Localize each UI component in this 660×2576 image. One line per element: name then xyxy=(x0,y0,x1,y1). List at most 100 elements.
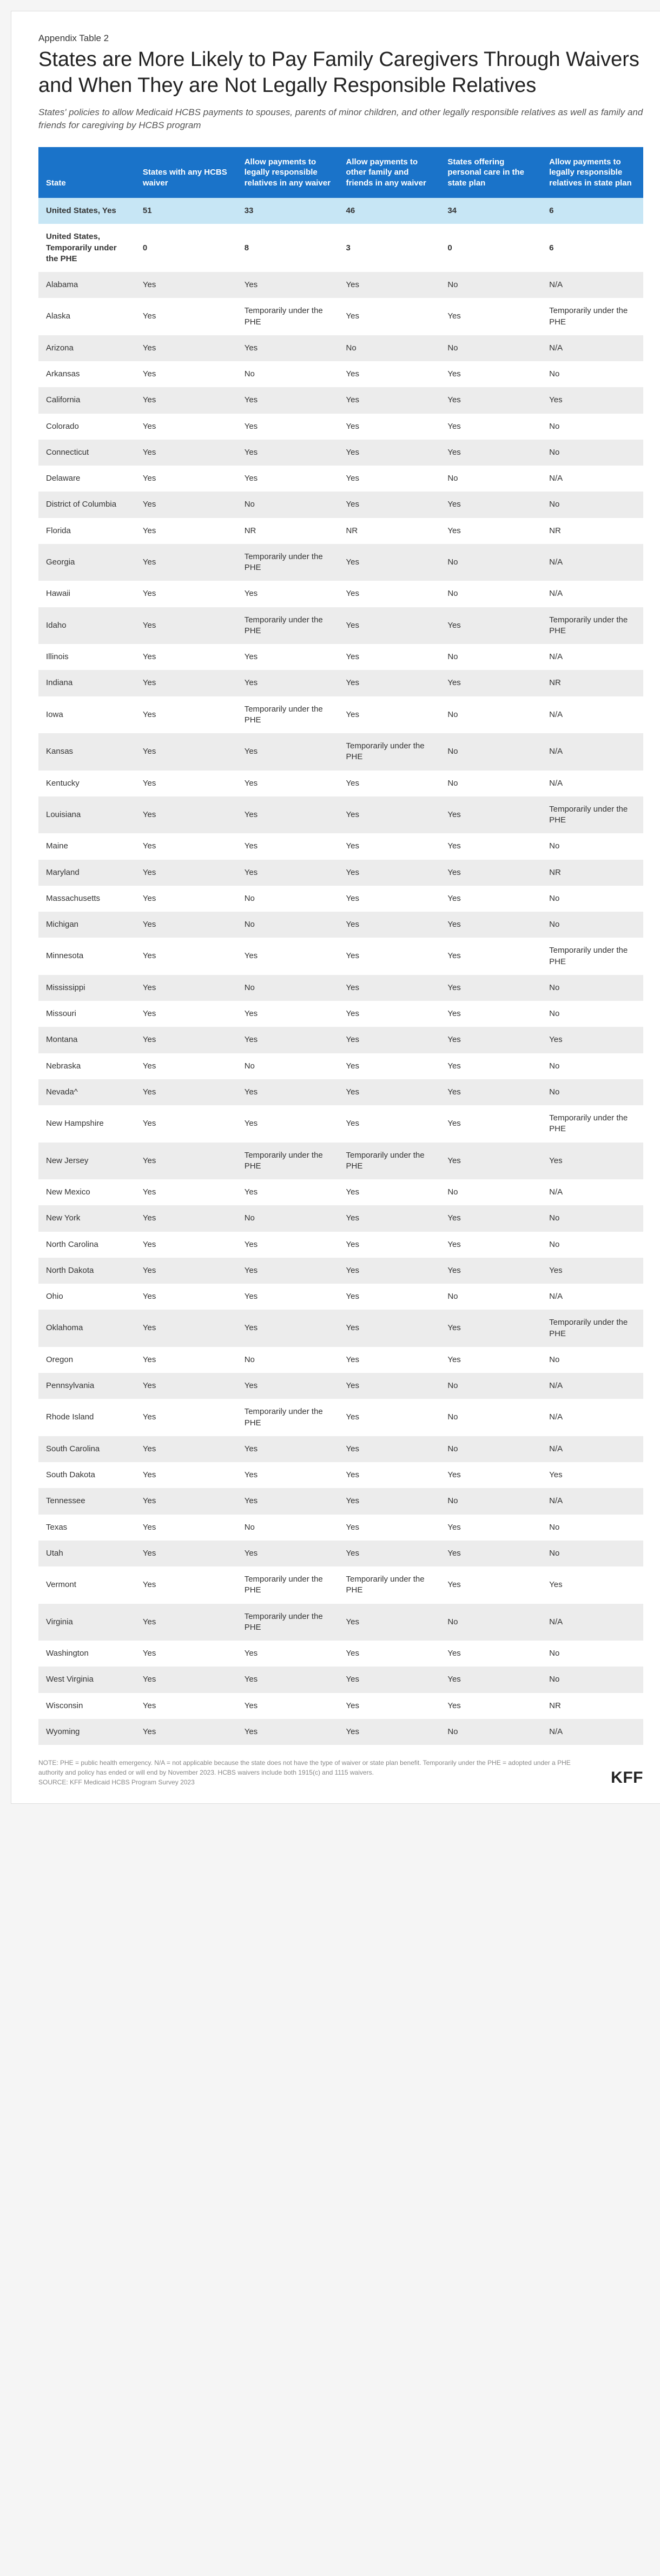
table-cell: Yes xyxy=(237,1641,339,1667)
table-cell: Alabama xyxy=(38,272,135,298)
table-cell: N/A xyxy=(542,1179,643,1205)
table-cell: Yes xyxy=(339,1693,440,1719)
table-cell: Louisiana xyxy=(38,796,135,834)
table-cell: No xyxy=(542,886,643,912)
table-cell: Yes xyxy=(339,670,440,696)
table-cell: 3 xyxy=(339,224,440,272)
table-cell: Yes xyxy=(339,1079,440,1105)
table-cell: Missouri xyxy=(38,1001,135,1027)
table-cell: Yes xyxy=(135,644,237,670)
table-cell: Yes xyxy=(135,581,237,607)
table-cell: N/A xyxy=(542,581,643,607)
table-cell: Yes xyxy=(440,387,542,413)
table-cell: Yes xyxy=(440,796,542,834)
table-row: New HampshireYesYesYesYesTemporarily und… xyxy=(38,1105,643,1143)
table-row: ArkansasYesNoYesYesNo xyxy=(38,361,643,387)
table-cell: Yes xyxy=(135,1205,237,1231)
table-cell: No xyxy=(440,1488,542,1514)
table-cell: Yes xyxy=(440,1143,542,1180)
table-row: FloridaYesNRNRYesNR xyxy=(38,518,643,544)
table-cell: No xyxy=(542,912,643,938)
table-cell: Yes xyxy=(237,1667,339,1692)
table-cell: Temporarily under the PHE xyxy=(339,1566,440,1604)
table-cell: No xyxy=(542,1641,643,1667)
table-cell: No xyxy=(542,1001,643,1027)
table-cell: Yes xyxy=(237,1719,339,1745)
table-cell: No xyxy=(440,335,542,361)
table-cell: NR xyxy=(542,860,643,886)
table-cell: Yes xyxy=(339,1258,440,1284)
table-cell: Yes xyxy=(135,607,237,645)
table-cell: Yes xyxy=(135,733,237,771)
table-row: Nevada^YesYesYesYesNo xyxy=(38,1079,643,1105)
table-row: VirginiaYesTemporarily under the PHEYesN… xyxy=(38,1604,643,1641)
column-header: States with any HCBS waiver xyxy=(135,147,237,198)
table-cell: No xyxy=(542,833,643,859)
table-row: IowaYesTemporarily under the PHEYesNoN/A xyxy=(38,696,643,734)
table-cell: Yes xyxy=(339,886,440,912)
table-cell: Yes xyxy=(339,860,440,886)
table-cell: Yes xyxy=(135,298,237,335)
table-cell: Yes xyxy=(135,1284,237,1310)
table-cell: Yes xyxy=(542,1027,643,1053)
table-cell: Yes xyxy=(339,440,440,466)
table-cell: Yes xyxy=(339,1053,440,1079)
table-cell: Temporarily under the PHE xyxy=(542,796,643,834)
table-cell: Yes xyxy=(440,1515,542,1541)
table-row: KentuckyYesYesYesNoN/A xyxy=(38,771,643,796)
table-cell: Yes xyxy=(237,1310,339,1347)
table-cell: Yes xyxy=(135,938,237,975)
table-cell: Michigan xyxy=(38,912,135,938)
table-row: New JerseyYesTemporarily under the PHETe… xyxy=(38,1143,643,1180)
table-cell: N/A xyxy=(542,696,643,734)
table-cell: Indiana xyxy=(38,670,135,696)
table-row: MinnesotaYesYesYesYesTemporarily under t… xyxy=(38,938,643,975)
table-cell: Yes xyxy=(440,1310,542,1347)
table-cell: Yes xyxy=(135,670,237,696)
table-cell: N/A xyxy=(542,1399,643,1436)
table-cell: No xyxy=(542,1667,643,1692)
table-cell: No xyxy=(237,1515,339,1541)
table-cell: Nevada^ xyxy=(38,1079,135,1105)
table-cell: 6 xyxy=(542,198,643,224)
table-row: WyomingYesYesYesNoN/A xyxy=(38,1719,643,1745)
table-cell: Connecticut xyxy=(38,440,135,466)
table-cell: N/A xyxy=(542,733,643,771)
table-cell: Yes xyxy=(440,1027,542,1053)
table-cell: North Dakota xyxy=(38,1258,135,1284)
table-cell: Yes xyxy=(339,1105,440,1143)
table-cell: Yes xyxy=(339,387,440,413)
table-cell: Yes xyxy=(339,796,440,834)
table-cell: Yes xyxy=(339,581,440,607)
table-cell: Colorado xyxy=(38,414,135,440)
table-cell: Yes xyxy=(542,387,643,413)
table-cell: Yes xyxy=(440,1541,542,1566)
table-cell: Yes xyxy=(339,492,440,517)
table-cell: District of Columbia xyxy=(38,492,135,517)
table-cell: Yes xyxy=(237,466,339,492)
table-cell: Yes xyxy=(440,670,542,696)
table-cell: No xyxy=(542,1541,643,1566)
table-cell: South Carolina xyxy=(38,1436,135,1462)
table-cell: Yes xyxy=(339,1232,440,1258)
table-cell: Yes xyxy=(237,387,339,413)
table-row: MaineYesYesYesYesNo xyxy=(38,833,643,859)
header-row: StateStates with any HCBS waiverAllow pa… xyxy=(38,147,643,198)
table-cell: Yes xyxy=(135,1001,237,1027)
table-row: UtahYesYesYesYesNo xyxy=(38,1541,643,1566)
table-cell: Yes xyxy=(237,1436,339,1462)
table-cell: No xyxy=(440,644,542,670)
table-cell: Yes xyxy=(135,1179,237,1205)
table-row: LouisianaYesYesYesYesTemporarily under t… xyxy=(38,796,643,834)
table-row: IdahoYesTemporarily under the PHEYesYesT… xyxy=(38,607,643,645)
table-cell: Yes xyxy=(237,272,339,298)
table-cell: Yes xyxy=(237,1027,339,1053)
table-cell: Massachusetts xyxy=(38,886,135,912)
table-cell: N/A xyxy=(542,1436,643,1462)
table-cell: Tennessee xyxy=(38,1488,135,1514)
table-row: North CarolinaYesYesYesYesNo xyxy=(38,1232,643,1258)
table-cell: Yes xyxy=(237,1541,339,1566)
table-cell: Yes xyxy=(440,1462,542,1488)
table-cell: No xyxy=(542,1053,643,1079)
table-cell: NR xyxy=(542,1693,643,1719)
